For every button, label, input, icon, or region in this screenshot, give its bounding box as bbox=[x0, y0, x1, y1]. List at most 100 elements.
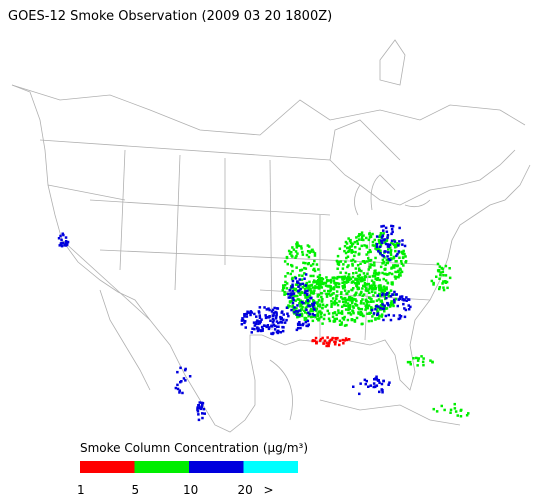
smoke-pixel bbox=[265, 308, 269, 311]
smoke-pixel bbox=[340, 291, 343, 294]
smoke-pixel bbox=[371, 290, 374, 294]
smoke-pixel bbox=[438, 286, 442, 289]
smoke-pixel bbox=[378, 314, 381, 317]
smoke-pixel bbox=[352, 311, 355, 315]
smoke-pixel bbox=[394, 293, 398, 296]
smoke-pixel bbox=[375, 278, 379, 281]
smoke-pixel bbox=[348, 305, 352, 309]
smoke-pixel bbox=[377, 248, 381, 251]
smoke-pixel bbox=[332, 279, 336, 283]
smoke-pixel bbox=[319, 338, 323, 341]
smoke-pixel bbox=[290, 251, 293, 254]
smoke-pixel bbox=[294, 256, 297, 259]
smoke-pixel bbox=[306, 324, 310, 328]
smoke-pixel bbox=[339, 260, 343, 263]
smoke-pixel bbox=[275, 320, 279, 323]
smoke-pixel bbox=[267, 327, 271, 331]
smoke-pixel bbox=[243, 321, 246, 325]
smoke-pixel bbox=[291, 283, 294, 286]
smoke-pixel bbox=[298, 302, 301, 305]
smoke-pixel bbox=[347, 273, 351, 276]
smoke-pixel bbox=[333, 343, 337, 346]
smoke-pixel bbox=[372, 294, 375, 297]
smoke-pixel bbox=[336, 267, 339, 270]
smoke-pixel bbox=[346, 302, 350, 305]
smoke-pixel bbox=[360, 290, 363, 294]
smoke-pixel bbox=[391, 281, 394, 284]
smoke-pixel bbox=[254, 322, 258, 326]
smoke-pixel bbox=[304, 284, 307, 287]
map-title: GOES-12 Smoke Observation (2009 03 20 18… bbox=[8, 9, 332, 24]
smoke-pixel bbox=[364, 275, 368, 279]
smoke-pixel bbox=[330, 303, 333, 306]
smoke-pixel bbox=[355, 236, 358, 239]
smoke-pixel bbox=[295, 246, 299, 249]
smoke-pixel bbox=[283, 293, 286, 296]
smoke-pixel bbox=[246, 310, 249, 313]
smoke-pixel bbox=[250, 331, 253, 334]
smoke-pixel bbox=[382, 224, 385, 228]
smoke-pixel bbox=[344, 260, 347, 263]
smoke-pixel bbox=[316, 293, 320, 297]
smoke-pixel bbox=[321, 322, 324, 325]
smoke-pixel bbox=[297, 290, 300, 293]
smoke-pixel bbox=[307, 311, 310, 314]
smoke-pixel bbox=[339, 292, 343, 296]
smoke-pixel bbox=[387, 251, 390, 254]
smoke-pixel bbox=[439, 271, 442, 274]
smoke-pixel bbox=[369, 234, 372, 238]
smoke-pixel bbox=[309, 284, 312, 287]
smoke-pixel bbox=[321, 336, 324, 340]
smoke-pixel bbox=[360, 307, 364, 311]
smoke-pixel bbox=[456, 414, 459, 417]
smoke-pixel bbox=[339, 271, 342, 274]
smoke-pixel bbox=[368, 291, 371, 294]
smoke-pixel bbox=[261, 329, 264, 332]
smoke-pixel bbox=[374, 273, 378, 276]
smoke-pixel bbox=[393, 240, 397, 243]
smoke-pixel bbox=[299, 305, 302, 308]
smoke-pixel bbox=[291, 301, 295, 305]
smoke-pixel bbox=[351, 300, 354, 303]
smoke-pixel bbox=[373, 378, 376, 381]
smoke-pixel bbox=[378, 381, 381, 384]
smoke-pixel bbox=[313, 280, 317, 284]
smoke-pixel bbox=[400, 250, 403, 254]
smoke-pixel bbox=[366, 312, 369, 315]
smoke-pixel bbox=[300, 278, 304, 281]
smoke-pixel bbox=[300, 314, 304, 318]
smoke-pixel bbox=[346, 250, 350, 253]
smoke-pixel bbox=[291, 285, 294, 288]
smoke-pixel bbox=[385, 258, 389, 261]
smoke-pixel bbox=[299, 326, 302, 330]
smoke-pixel bbox=[301, 250, 304, 254]
smoke-pixel bbox=[373, 385, 377, 389]
smoke-pixel bbox=[315, 307, 319, 310]
smoke-pixel bbox=[358, 233, 361, 236]
smoke-pixel bbox=[365, 246, 369, 249]
smoke-pixel bbox=[432, 407, 435, 411]
smoke-pixel bbox=[321, 307, 324, 310]
smoke-pixel bbox=[337, 311, 340, 315]
smoke-pixel bbox=[310, 283, 314, 287]
smoke-pixel bbox=[374, 277, 377, 281]
smoke-pixel bbox=[319, 313, 323, 316]
smoke-pixel bbox=[401, 239, 404, 242]
smoke-pixel bbox=[347, 237, 350, 240]
smoke-pixel bbox=[332, 286, 336, 289]
smoke-pixel bbox=[390, 300, 393, 303]
smoke-pixel bbox=[352, 287, 355, 290]
smoke-pixel bbox=[270, 332, 273, 335]
smoke-pixel bbox=[301, 274, 304, 277]
smoke-pixel bbox=[308, 300, 311, 303]
smoke-pixel bbox=[304, 273, 308, 276]
smoke-pixel bbox=[353, 319, 357, 322]
smoke-pixel bbox=[350, 298, 353, 301]
smoke-pixel bbox=[295, 307, 298, 310]
smoke-pixel bbox=[372, 312, 376, 315]
smoke-pixel bbox=[364, 308, 367, 311]
smoke-pixel bbox=[365, 379, 368, 383]
smoke-pixel bbox=[397, 317, 400, 321]
smoke-pixel bbox=[375, 384, 379, 387]
smoke-pixel bbox=[287, 304, 290, 307]
